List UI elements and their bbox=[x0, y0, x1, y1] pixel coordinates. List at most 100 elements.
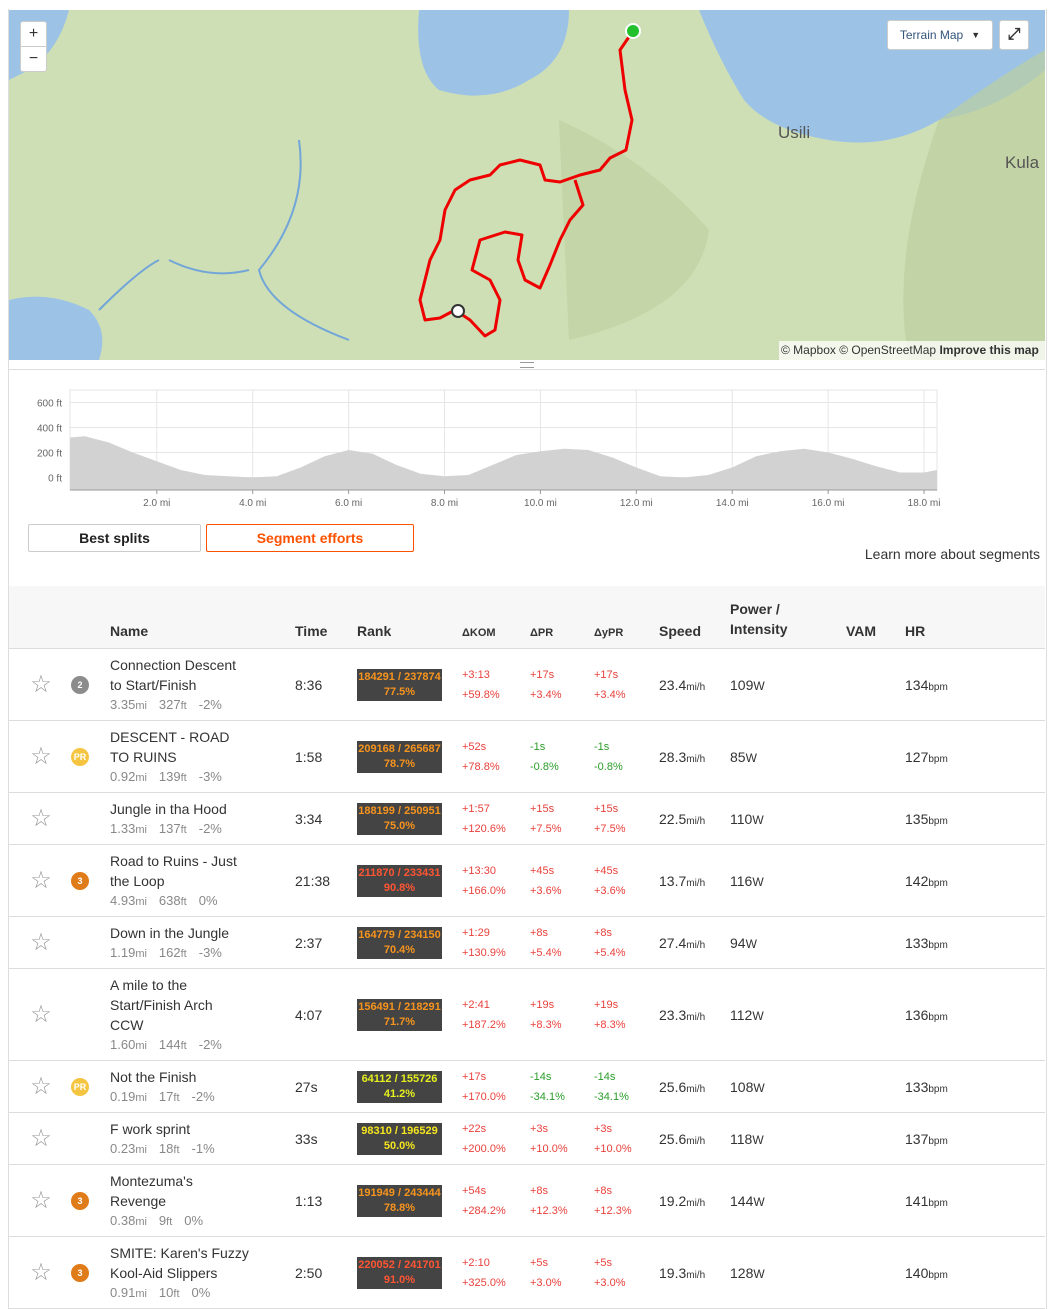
segment-stats: 0.92mi 139ft -3% bbox=[110, 767, 295, 788]
star[interactable]: ☆ bbox=[30, 805, 52, 832]
delta-dkom: +13:30 bbox=[462, 864, 496, 877]
unit: ft bbox=[180, 700, 187, 712]
x-tick-label: 12.0 mi bbox=[620, 498, 653, 509]
delta-cell: +3s +10.0% bbox=[594, 1112, 659, 1165]
delta-cell: +2:10 +325.0% bbox=[462, 1236, 530, 1309]
delta-cell: +2:41 +187.2% bbox=[462, 968, 530, 1061]
unit: bpm bbox=[928, 1135, 948, 1147]
x-tick-label: 8.0 mi bbox=[431, 498, 458, 509]
delta-dpr: +7.5% bbox=[530, 822, 562, 835]
vam bbox=[846, 792, 905, 845]
segment-name[interactable]: Connection Descent to Start/Finish bbox=[110, 657, 237, 693]
star[interactable]: ☆ bbox=[30, 743, 52, 770]
time: 3:34 bbox=[295, 792, 357, 845]
delta-dypr: +8s bbox=[594, 1184, 613, 1197]
unit: bpm bbox=[928, 1197, 948, 1209]
hr-cell: 140bpm bbox=[905, 1236, 1045, 1309]
tab[interactable]: Segment efforts bbox=[206, 524, 414, 552]
zoom-out[interactable]: − bbox=[21, 46, 46, 71]
unit: W bbox=[753, 1194, 765, 1209]
resize-handle[interactable] bbox=[520, 362, 534, 368]
elevation: 18 bbox=[158, 1141, 174, 1156]
star[interactable]: ☆ bbox=[30, 1125, 52, 1152]
learn-more-link[interactable]: Learn more about segments bbox=[864, 546, 1040, 562]
delta-dypr: +8s bbox=[594, 926, 613, 939]
delta-dpr: +8.3% bbox=[530, 1018, 562, 1031]
segment-name[interactable]: Road to Ruins - Just the Loop bbox=[110, 853, 237, 889]
star[interactable]: ☆ bbox=[30, 1187, 52, 1214]
hr-cell: 127bpm bbox=[905, 720, 1045, 793]
delta-dpr: +8s bbox=[530, 1184, 549, 1197]
unit: bpm bbox=[928, 1083, 948, 1095]
star[interactable]: ☆ bbox=[30, 1259, 52, 1286]
grade: -2% bbox=[191, 1089, 215, 1104]
distance: 1.33 bbox=[110, 821, 136, 836]
fullscreen[interactable]: ⤢ bbox=[999, 20, 1029, 50]
header-cell: Power / Intensity bbox=[730, 586, 846, 649]
delta-dpr: +45s bbox=[530, 864, 555, 877]
medal: PR bbox=[71, 1077, 89, 1096]
segment-name[interactable]: SMITE: Karen's Fuzzy Kool-Aid Slippers bbox=[110, 1245, 249, 1281]
name-cell: Road to Ruins - Just the Loop 4.93mi 638ft… bbox=[110, 844, 295, 917]
delta-cell: +45s +3.6% bbox=[530, 844, 594, 917]
segment-name[interactable]: DESCENT - ROAD TO RUINS bbox=[110, 729, 230, 765]
segment-name[interactable]: F work sprint bbox=[110, 1121, 191, 1137]
power: 94 bbox=[730, 934, 746, 951]
attribution-text: © Mapbox © OpenStreetMap bbox=[781, 343, 937, 357]
speed: 19.3 bbox=[659, 1264, 687, 1281]
segment-name[interactable]: Montezuma's Revenge bbox=[110, 1173, 193, 1209]
rank-cell: 184291 / 237874 77.5% bbox=[357, 648, 462, 721]
rank: 188199 / 250951 bbox=[358, 804, 441, 817]
vam bbox=[846, 916, 905, 969]
hr-cell: 133bpm bbox=[905, 916, 1045, 969]
unit: bpm bbox=[928, 753, 948, 765]
dropdown-caret: ▼ bbox=[971, 30, 981, 40]
segment-row: ☆ PR Not the Finish 0.19mi 17ft -2% 27s 64112 /… bbox=[9, 1060, 1045, 1113]
delta-dypr: +8.3% bbox=[594, 1018, 626, 1031]
distance: 0.91 bbox=[110, 1285, 136, 1300]
segment-name[interactable]: Down in the Jungle bbox=[110, 925, 230, 941]
elevation: 162 bbox=[158, 945, 181, 960]
rank-badge: 184291 / 237874 77.5% bbox=[357, 668, 442, 701]
delta-cell: +17s +3.4% bbox=[530, 648, 594, 721]
unit: bpm bbox=[928, 681, 948, 693]
y-tick-label: 400 ft bbox=[37, 424, 62, 435]
star[interactable]: ☆ bbox=[30, 671, 52, 698]
delta-dkom: +17s bbox=[462, 1070, 487, 1083]
vam bbox=[846, 968, 905, 1061]
power-cell: 94W bbox=[730, 916, 846, 969]
header-cell: ΔPR bbox=[530, 586, 594, 649]
rank-badge: 211870 / 233431 90.8% bbox=[357, 864, 442, 897]
star[interactable]: ☆ bbox=[30, 867, 52, 894]
delta-dkom: +1:57 bbox=[462, 802, 490, 815]
header-cell: VAM bbox=[846, 586, 905, 649]
map[interactable] bbox=[9, 10, 1045, 360]
name-cell: A mile to the Start/Finish Arch CCW 1.60m… bbox=[110, 968, 295, 1061]
segment-name[interactable]: Not the Finish bbox=[110, 1069, 197, 1085]
star[interactable]: ☆ bbox=[30, 1001, 52, 1028]
rank: 191949 / 243444 bbox=[358, 1186, 441, 1199]
zoom-in[interactable]: + bbox=[28, 25, 39, 42]
delta-dypr: -1s bbox=[594, 740, 610, 753]
segment-row: ☆ 2 Connection Descent to Start/Finish 3.35… bbox=[9, 648, 1045, 721]
rank: 64112 / 155726 bbox=[361, 1072, 438, 1085]
rank-badge: 191949 / 243444 78.8% bbox=[357, 1184, 442, 1217]
delta-dpr: +3s bbox=[530, 1122, 549, 1135]
tab[interactable]: Best splits bbox=[28, 524, 201, 552]
unit: mi bbox=[135, 896, 147, 908]
segment-stats: 4.93mi 638ft 0% bbox=[110, 891, 295, 912]
improve-link[interactable]: Improve this map bbox=[939, 343, 1039, 357]
medal-cell bbox=[65, 1112, 110, 1165]
star[interactable]: ☆ bbox=[30, 1073, 52, 1100]
unit: ft bbox=[180, 1040, 187, 1052]
layer-select[interactable]: Terrain Map ▼ bbox=[887, 20, 993, 50]
delta-dypr: +3s bbox=[594, 1122, 613, 1135]
grade: -1% bbox=[191, 1141, 215, 1156]
unit: W bbox=[745, 936, 757, 951]
segment-name[interactable]: Jungle in tha Hood bbox=[110, 801, 227, 817]
star[interactable]: ☆ bbox=[30, 929, 52, 956]
segment-name[interactable]: A mile to the Start/Finish Arch CCW bbox=[110, 977, 213, 1033]
rank-badge: 164779 / 234150 70.4% bbox=[357, 926, 442, 959]
time: 33s bbox=[295, 1112, 357, 1165]
name-cell: Not the Finish 0.19mi 17ft -2% bbox=[110, 1060, 295, 1113]
